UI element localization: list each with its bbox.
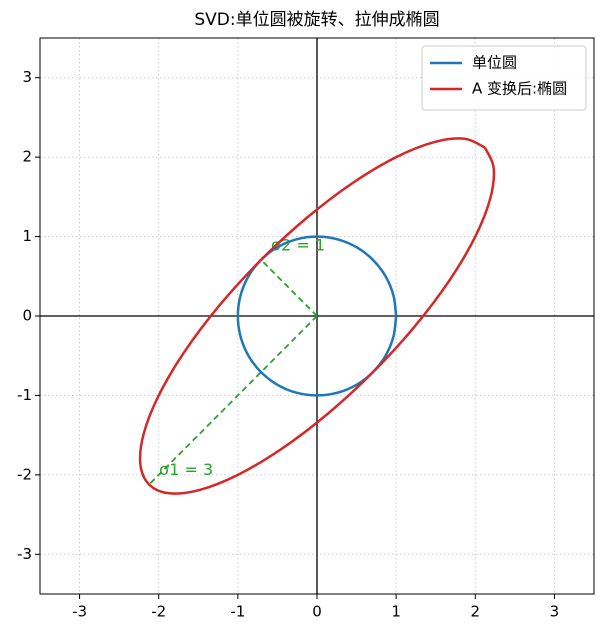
x-tick-label: 2 xyxy=(471,603,481,621)
legend: 单位圆 A 变换后:椭圆 xyxy=(421,45,587,111)
legend-label: 单位圆 xyxy=(472,54,517,72)
y-tick-label: 0 xyxy=(22,307,32,325)
series-line xyxy=(138,137,496,495)
plot-frame xyxy=(39,37,595,595)
legend-label: A 变换后:椭圆 xyxy=(472,80,567,98)
y-tick-label: -3 xyxy=(17,545,32,563)
annotation-label: σ1 = 3 xyxy=(159,460,213,479)
x-tick-label: 1 xyxy=(391,603,401,621)
y-tick-label: -1 xyxy=(17,386,32,404)
y-tick-label: 2 xyxy=(22,148,32,166)
x-tick-label: -1 xyxy=(230,603,245,621)
x-tick-label: -2 xyxy=(151,603,166,621)
annotation-line xyxy=(260,259,318,317)
y-tick-label: 1 xyxy=(22,227,32,245)
x-tick-label: 3 xyxy=(550,603,560,621)
series-line xyxy=(236,235,398,397)
x-tick-label: -3 xyxy=(72,603,87,621)
legend-box xyxy=(421,45,587,111)
x-tick-label: 0 xyxy=(312,603,322,621)
y-tick-label: 3 xyxy=(22,68,32,86)
annotation-label: σ2 = 1 xyxy=(271,235,325,254)
y-tick-label: -2 xyxy=(17,465,32,483)
chart-title: SVD:单位圆被旋转、拉伸成椭圆 xyxy=(194,10,439,30)
